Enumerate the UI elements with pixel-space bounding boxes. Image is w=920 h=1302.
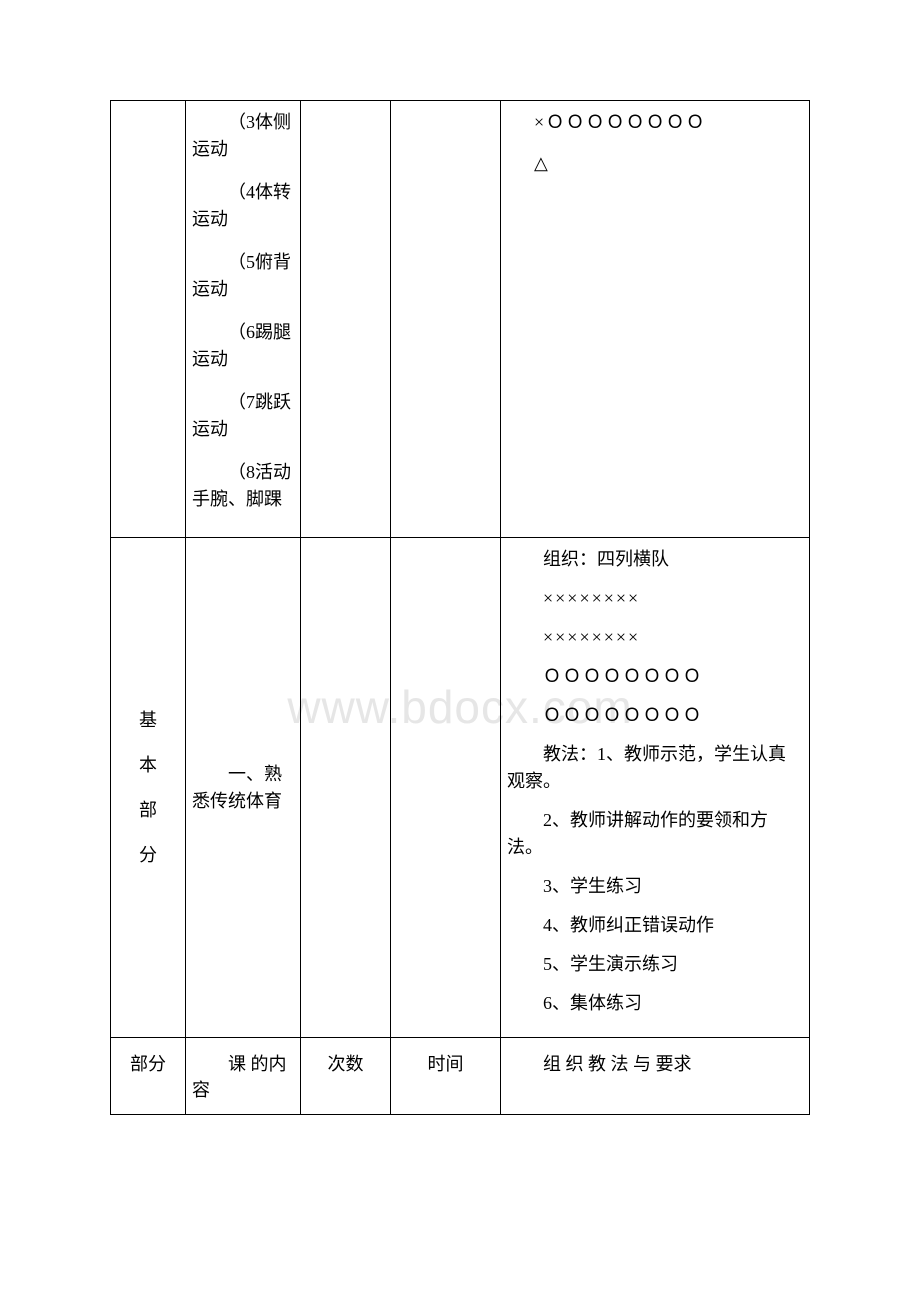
cell-organization: 组织：四列横队 ×××××××× ×××××××× ＯＯＯＯＯＯＯＯ ＯＯＯＯＯ… <box>501 538 810 1038</box>
header-count: 次数 <box>301 1038 391 1115</box>
teaching-method: 教法：1、教师示范，学生认真观察。 <box>507 741 803 795</box>
exercise-item: （5俯背运动 <box>192 249 294 303</box>
cell-count <box>301 538 391 1038</box>
section-char: 部 <box>111 788 185 833</box>
table-header-row: 部分 课 的内容 次数 时间 组 织 教 法 与 要求 <box>111 1038 810 1115</box>
cell-count <box>301 101 391 538</box>
teaching-method: 3、学生练习 <box>507 873 803 900</box>
exercise-item: （3体侧运动 <box>192 109 294 163</box>
table-row: 基 本 部 分 一、熟悉传统体育 组织：四列横队 ×××××××× ××××××… <box>111 538 810 1038</box>
exercise-item: （8活动手腕、脚踝 <box>192 459 294 513</box>
teacher-symbol: △ <box>507 150 803 177</box>
cell-content: （3体侧运动 （4体转运动 （5俯背运动 （6踢腿运动 （7跳跃运动 （8活动手… <box>186 101 301 538</box>
exercise-item: （6踢腿运动 <box>192 319 294 373</box>
lesson-table: （3体侧运动 （4体转运动 （5俯背运动 （6踢腿运动 （7跳跃运动 （8活动手… <box>110 100 810 1115</box>
header-content: 课 的内容 <box>186 1038 301 1115</box>
cell-organization: ×ＯＯＯＯＯＯＯＯ △ <box>501 101 810 538</box>
teaching-method: 6、集体练习 <box>507 990 803 1017</box>
section-char: 本 <box>111 743 185 788</box>
formation-line: ＯＯＯＯＯＯＯＯ <box>507 702 803 729</box>
section-char: 基 <box>111 698 185 743</box>
teaching-method: 5、学生演示练习 <box>507 951 803 978</box>
header-section: 部分 <box>111 1038 186 1115</box>
header-organization: 组 织 教 法 与 要求 <box>501 1038 810 1115</box>
cell-content: 一、熟悉传统体育 <box>186 538 301 1038</box>
formation-line: ＯＯＯＯＯＯＯＯ <box>507 663 803 690</box>
teaching-method: 2、教师讲解动作的要领和方法。 <box>507 807 803 861</box>
cell-time <box>391 538 501 1038</box>
section-char: 分 <box>111 833 185 878</box>
formation-line: ×ＯＯＯＯＯＯＯＯ <box>507 109 803 136</box>
header-text: 部分 <box>130 1054 166 1074</box>
org-label: 组织：四列横队 <box>507 546 803 573</box>
exercise-item: （7跳跃运动 <box>192 389 294 443</box>
header-text: 次数 <box>328 1054 364 1074</box>
exercise-item: （4体转运动 <box>192 179 294 233</box>
header-text: 课 的内容 <box>192 1050 294 1102</box>
cell-time <box>391 101 501 538</box>
table-row: （3体侧运动 （4体转运动 （5俯背运动 （6踢腿运动 （7跳跃运动 （8活动手… <box>111 101 810 538</box>
cell-section-basic: 基 本 部 分 <box>111 538 186 1038</box>
header-text: 组 织 教 法 与 要求 <box>507 1050 803 1076</box>
page-container: （3体侧运动 （4体转运动 （5俯背运动 （6踢腿运动 （7跳跃运动 （8活动手… <box>0 0 920 1115</box>
teaching-method: 4、教师纠正错误动作 <box>507 912 803 939</box>
header-text: 时间 <box>428 1054 464 1074</box>
header-time: 时间 <box>391 1038 501 1115</box>
formation-line: ×××××××× <box>507 624 803 651</box>
content-text: 一、熟悉传统体育 <box>192 761 294 815</box>
cell-section <box>111 101 186 538</box>
formation-line: ×××××××× <box>507 585 803 612</box>
